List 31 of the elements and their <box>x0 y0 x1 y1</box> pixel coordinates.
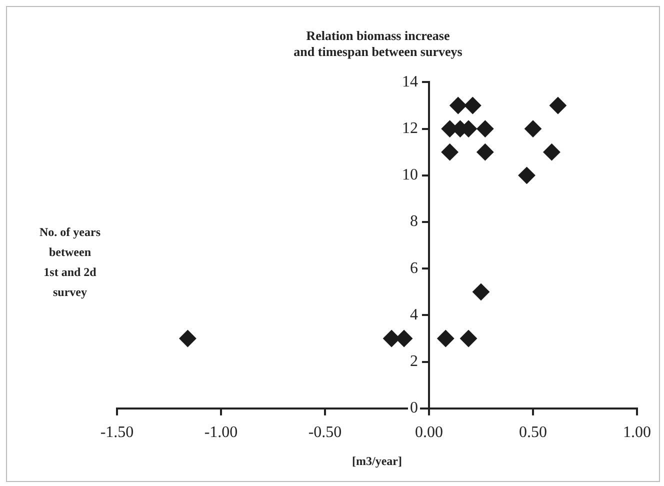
y-axis-title: No. of years between 1st and 2d survey <box>38 224 102 301</box>
y-tick-label: 12 <box>402 120 418 138</box>
point <box>450 97 467 114</box>
point <box>396 330 413 347</box>
point <box>518 166 536 184</box>
point <box>437 330 454 347</box>
y-tick-label: 2 <box>410 353 418 370</box>
x-tick-label: -0.50 <box>308 424 342 442</box>
y-tick-label: 8 <box>410 213 418 230</box>
chart-title: Relation biomass increase and timespan between surveys <box>294 28 462 59</box>
y-tick-label: 4 <box>410 306 418 324</box>
point <box>476 120 494 138</box>
point <box>472 283 490 300</box>
point <box>549 97 566 114</box>
point <box>524 120 542 138</box>
point <box>476 144 494 161</box>
x-tick-label: 1.00 <box>623 424 651 442</box>
point <box>179 330 196 347</box>
x-tick-label: 0.50 <box>519 424 547 442</box>
point <box>441 144 458 161</box>
point <box>464 97 482 114</box>
y-tick-label: 10 <box>402 166 418 184</box>
point <box>460 330 478 347</box>
y-tick-label: 0 <box>410 400 418 417</box>
x-tick-label: -1.50 <box>100 424 134 442</box>
y-tick-label: 14 <box>402 73 418 90</box>
y-tick-label: 6 <box>410 260 418 277</box>
x-tick-label: 0.00 <box>415 424 443 442</box>
x-axis-title: [m3/year] <box>352 454 402 468</box>
point <box>543 144 560 161</box>
x-tick-label: -1.00 <box>204 424 238 442</box>
